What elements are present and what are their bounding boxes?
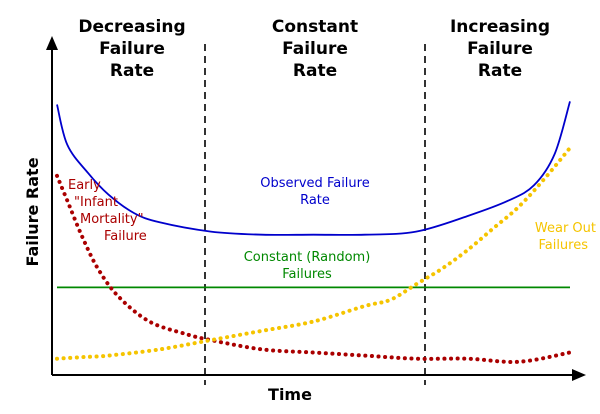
svg-text:Observed Failure: Observed Failure: [260, 176, 369, 191]
label-infant-mortality: Early "Infant Mortality" Failure: [68, 178, 147, 244]
svg-text:Constant (Random): Constant (Random): [244, 250, 371, 265]
svg-text:Rate: Rate: [110, 61, 154, 81]
svg-text:Failures: Failures: [538, 238, 588, 253]
x-axis-arrow: [572, 369, 586, 381]
series-observed-failure-rate: [56, 101, 571, 236]
svg-text:Mortality": Mortality": [80, 212, 144, 227]
y-axis-arrow: [46, 36, 58, 50]
svg-text:Failure: Failure: [467, 39, 533, 59]
svg-text:Increasing: Increasing: [450, 17, 550, 37]
svg-text:Failure: Failure: [282, 39, 348, 59]
svg-text:Rate: Rate: [478, 61, 522, 81]
svg-text:Early: Early: [68, 178, 101, 193]
label-constant-random-failures: Constant (Random) Failures: [244, 250, 371, 282]
region-title-increasing: Increasing Failure Rate: [450, 17, 550, 81]
svg-text:Failure: Failure: [99, 39, 165, 59]
series-wear-out: [55, 145, 572, 361]
region-title-constant: Constant Failure Rate: [272, 17, 358, 81]
svg-text:Failure: Failure: [104, 229, 147, 244]
svg-text:Rate: Rate: [293, 61, 337, 81]
svg-text:Wear Out: Wear Out: [535, 221, 596, 236]
x-axis-label: Time: [268, 385, 312, 404]
svg-text:Constant: Constant: [272, 17, 358, 37]
svg-text:Decreasing: Decreasing: [78, 17, 185, 37]
svg-text:"Infant: "Infant: [74, 195, 118, 210]
label-wear-out: Wear Out Failures: [535, 221, 596, 253]
svg-text:Rate: Rate: [300, 193, 330, 208]
y-axis-label: Failure Rate: [23, 157, 42, 266]
label-observed-failure-rate: Observed Failure Rate: [260, 176, 369, 208]
svg-text:Failures: Failures: [282, 267, 332, 282]
region-title-decreasing: Decreasing Failure Rate: [78, 17, 185, 81]
series-infant-mortality: [55, 173, 572, 364]
